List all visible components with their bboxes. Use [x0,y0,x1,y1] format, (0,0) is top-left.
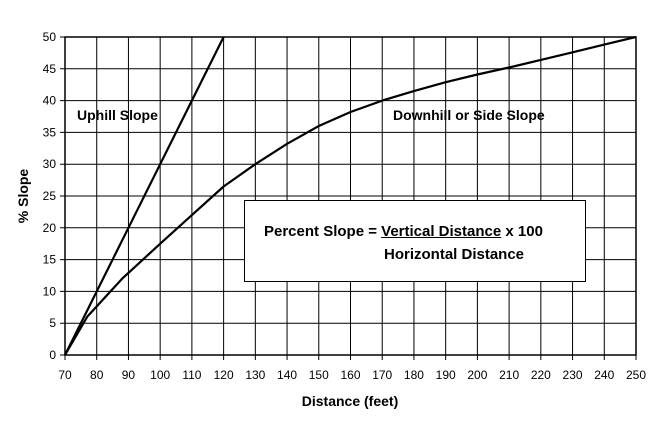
x-tick-label: 70 [58,368,72,382]
x-tick-label: 150 [309,368,329,382]
y-tick-label: 25 [43,189,57,203]
x-tick-label: 140 [277,368,297,382]
downhill-slope-line [64,35,637,356]
plot-frame [64,36,637,356]
x-tick-label: 230 [563,368,583,382]
formula-line: Percent Slope = Vertical Distance x 100 [264,223,543,240]
x-tick-label: 120 [214,368,234,382]
x-tick-label: 250 [626,368,646,382]
y-tick-label: 0 [49,348,56,362]
x-tick-label: 170 [372,368,392,382]
x-tick-label: 240 [594,368,614,382]
y-tick-label: 30 [43,157,57,171]
y-tick-label: 35 [43,125,57,139]
tick-labels: 70 80 90 100 110 120 130 140 150 160 170 180 190 200 2… [43,30,647,382]
y-tick-label: 5 [49,316,56,330]
formula-numerator: Vertical Distance [381,223,502,240]
x-tick-label: 220 [531,368,551,382]
x-tick-label: 90 [122,368,136,382]
y-axis-title: % Slope [15,169,31,224]
uphill-slope-line [64,36,225,356]
x-tick-label: 210 [499,368,519,382]
x-tick-label: 100 [150,368,170,382]
downhill-label: Downhill or Side Slope [393,107,545,123]
y-tick-label: 40 [43,94,57,108]
y-tick-label: 50 [43,30,57,44]
x-tick-label: 130 [245,368,265,382]
series-lines [64,35,637,356]
x-axis-title: Distance (feet) [302,393,398,409]
x-tick-label: 190 [436,368,456,382]
x-tick-label: 110 [182,368,201,382]
formula-denominator: Horizontal Distance [384,246,525,263]
y-tick-label: 10 [43,284,57,298]
y-tick-label: 20 [43,221,57,235]
formula-box: Percent Slope = Vertical Distance x 100 … [244,200,586,282]
formula-lhs: Percent Slope = [264,223,382,240]
y-tick-label: 45 [43,62,57,76]
y-tick-label: 15 [43,253,57,267]
x-tick-label: 160 [340,368,360,382]
x-tick-label: 80 [90,368,104,382]
x-tick-label: 180 [404,368,424,382]
formula-multiplier: x 100 [501,223,543,240]
uphill-label: Uphill Slope [77,107,158,123]
x-tick-label: 200 [467,368,487,382]
